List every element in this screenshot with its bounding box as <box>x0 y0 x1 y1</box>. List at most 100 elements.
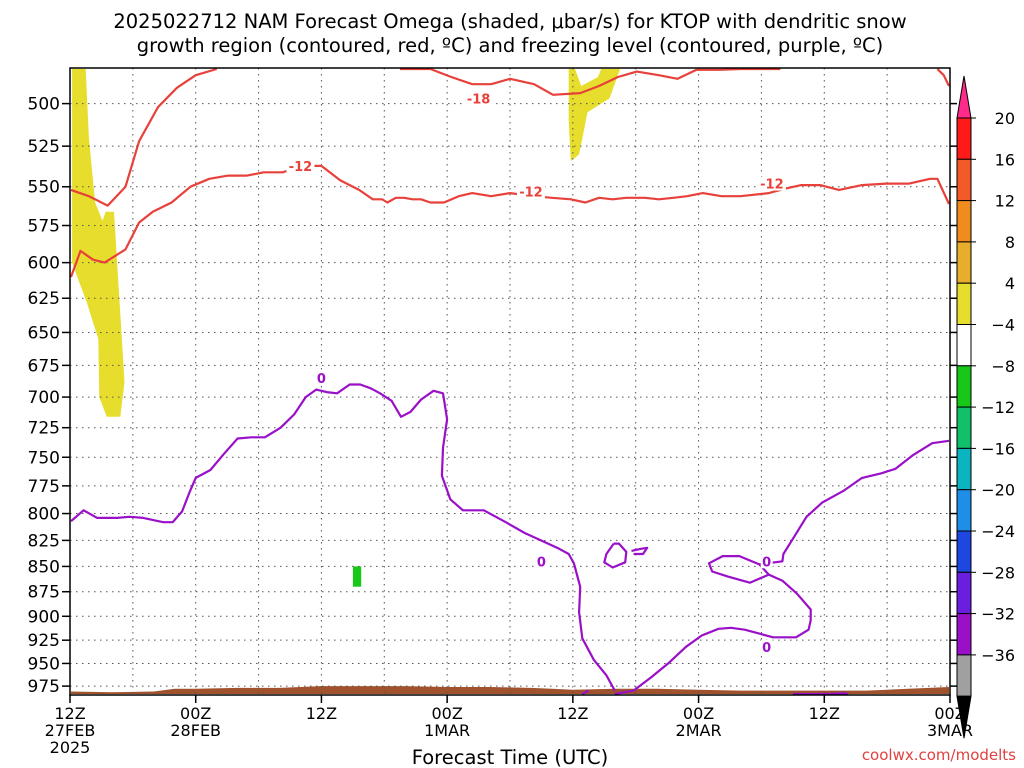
y-tick-label-550: 550 <box>28 178 60 198</box>
contour-line-4 <box>70 383 616 692</box>
omega-shaded-region-2 <box>352 566 362 587</box>
colorbar-segment-8 <box>956 447 972 491</box>
contour-line-7 <box>707 554 770 584</box>
contour-line-3 <box>936 68 950 87</box>
contour-label-7: 0 <box>762 641 771 656</box>
colorbar-label-1: 16 <box>995 150 1015 169</box>
y-tick-label-775: 775 <box>28 477 60 497</box>
x-tick-label-5-0: 00Z <box>683 704 714 723</box>
contour-label-1: -12 <box>289 160 313 175</box>
credit-text: coolwx.com/modelts <box>862 746 1016 764</box>
grid-lines <box>70 68 950 695</box>
y-tick-label-525: 525 <box>28 137 60 157</box>
contour-label-3: -12 <box>760 178 784 193</box>
contour-label-bg-1 <box>286 158 315 173</box>
colorbar-label-2: 12 <box>995 192 1015 211</box>
contour-label-bg-2 <box>516 184 545 199</box>
contour-label-bg-5 <box>535 554 548 569</box>
x-tick-label-1-1: 28FEB <box>170 721 221 740</box>
contour-label-2: -12 <box>519 185 543 200</box>
colorbar-label-6: −8 <box>991 357 1015 376</box>
x-axis-label: Forecast Time (UTC) <box>412 746 609 768</box>
colorbar-label-3: 8 <box>1005 233 1015 252</box>
x-tick-label-0-0: 12Z <box>54 704 85 723</box>
contour-line-2 <box>400 67 781 96</box>
terrain-surface <box>71 686 949 694</box>
contour-label-5: 0 <box>537 555 546 570</box>
y-tick-label-975: 975 <box>28 677 60 697</box>
terrain-fill-layer <box>71 686 949 694</box>
x-tick-label-5-1: 2MAR <box>676 721 722 740</box>
colorbar-segment-9 <box>956 489 972 532</box>
contour-label-bg-0 <box>464 91 493 106</box>
y-tick-label-675: 675 <box>28 356 60 376</box>
x-tick-label-1-0: 00Z <box>180 704 211 723</box>
colorbar-segment-13 <box>956 654 972 697</box>
colorbar-label-4: 4 <box>1005 274 1015 293</box>
y-tick-label-625: 625 <box>28 289 60 309</box>
plot-frame <box>69 67 951 696</box>
omega-shaded-region-0 <box>72 69 125 417</box>
contour-label-bg-3 <box>757 176 786 191</box>
y-tick-label-900: 900 <box>28 607 60 627</box>
contour-line-8 <box>603 542 628 569</box>
colorbar-label-11: −28 <box>981 563 1015 582</box>
colorbar-segment-11 <box>956 571 972 615</box>
y-tick-label-725: 725 <box>28 419 60 439</box>
colorbar: 20 16 12 8 4 −4 −8 −12 −16 −20 −24 −28 −32 −36 <box>956 75 1015 739</box>
y-tick-label-950: 950 <box>28 654 60 674</box>
contour-line-5 <box>581 689 590 695</box>
x-tick-label-3-0: 00Z <box>431 704 462 723</box>
chart-title-line2: growth region (contoured, red, ºC) and f… <box>137 34 884 57</box>
y-tick-label-650: 650 <box>28 323 60 343</box>
contour-label-0: -18 <box>467 92 491 107</box>
colorbar-label-9: −20 <box>981 481 1015 500</box>
colorbar-label-0: 20 <box>995 109 1015 128</box>
colorbar-segment-7 <box>956 406 972 449</box>
contour-line-10 <box>792 692 849 696</box>
contour-label-6: 0 <box>762 555 771 570</box>
contour-labels-layer: -18 -12 -12 -12 0 0 0 0 <box>286 91 786 656</box>
contour-label-bg-7 <box>760 639 773 654</box>
colorbar-label-12: −32 <box>981 605 1015 624</box>
y-tick-label-925: 925 <box>28 631 60 651</box>
colorbar-segment-6 <box>956 365 972 408</box>
colorbar-segment-4 <box>956 282 972 326</box>
y-tick-label-750: 750 <box>28 448 60 468</box>
colorbar-label-10: −24 <box>981 522 1015 541</box>
y-tick-label-850: 850 <box>28 557 60 577</box>
colorbar-bottom-arrow <box>956 695 972 739</box>
x-tick-label-0-2: 2025 <box>50 738 91 757</box>
y-tick-label-500: 500 <box>28 95 60 115</box>
colorbar-segment-3 <box>956 241 972 284</box>
colorbar-segment-0 <box>956 117 972 160</box>
y-tick-label-575: 575 <box>28 217 60 237</box>
omega-shaded-region-1 <box>568 69 620 161</box>
x-tick-label-4-0: 12Z <box>557 704 588 723</box>
contour-line-9 <box>631 546 649 556</box>
x-tick-label-0-1: 27FEB <box>45 721 96 740</box>
contour-label-bg-4 <box>315 371 328 386</box>
x-tick-label-3-1: 1MAR <box>424 721 470 740</box>
x-tick-label-6-0: 12Z <box>809 704 840 723</box>
contour-line-0 <box>70 67 218 207</box>
colorbar-segment-1 <box>956 158 972 202</box>
colorbar-top-arrow <box>956 75 972 119</box>
x-tick-label-2-0: 12Z <box>306 704 337 723</box>
colorbar-label-7: −12 <box>981 398 1015 417</box>
colorbar-label-8: −16 <box>981 439 1015 458</box>
colorbar-label-13: −36 <box>981 646 1015 665</box>
contour-lines-layer <box>69 67 950 696</box>
y-tick-label-700: 700 <box>28 388 60 408</box>
chart-title-line1: 2025022712 NAM Forecast Omega (shaded, μ… <box>113 10 906 33</box>
y-tick-label-600: 600 <box>28 254 60 274</box>
x-tick-label-7-0: 00Z <box>934 704 965 723</box>
colorbar-label-5: −4 <box>991 316 1015 335</box>
colorbar-segment-2 <box>956 200 972 243</box>
y-axis-ticks: 500 525 550 575 600 625 650 675 700 725 750 775 800 8… <box>28 95 957 697</box>
y-tick-label-875: 875 <box>28 583 60 603</box>
colorbar-segment-12 <box>956 613 972 656</box>
y-tick-label-825: 825 <box>28 531 60 551</box>
